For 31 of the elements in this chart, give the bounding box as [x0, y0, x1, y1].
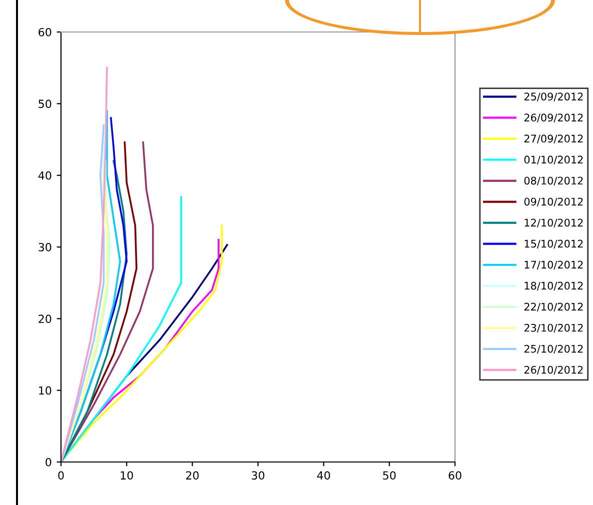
- y-tick-label: 30: [38, 242, 52, 252]
- legend-label: 25/09/2012: [524, 92, 583, 102]
- legend-label: 15/10/2012: [524, 240, 583, 248]
- legend-label: 09/10/2012: [524, 198, 583, 206]
- legend-label: 26/10/2012: [524, 366, 583, 375]
- legend-label: 08/10/2012: [524, 176, 583, 186]
- legend-label: 23/10/2012: [524, 324, 583, 333]
- y-tick-label: 0: [46, 458, 52, 466]
- y-tick-label: 10: [39, 386, 52, 395]
- legend-label: 17/10/2012: [524, 260, 583, 270]
- line-series: [61, 196, 182, 462]
- legend-label: 27/09/2012: [524, 134, 583, 144]
- legend-label: 01/10/2012: [524, 156, 583, 164]
- x-tick-label: 0: [58, 471, 64, 480]
- x-tick-label: 30: [252, 471, 264, 480]
- legend-label: 12/10/2012: [524, 218, 583, 228]
- x-tick-label: 60: [448, 471, 462, 480]
- y-tick-label: 60: [38, 28, 52, 36]
- legend-label: 18/10/2012: [524, 282, 583, 290]
- legend-label: 25/10/2012: [524, 344, 583, 354]
- legend-label: 26/09/2012: [524, 114, 583, 122]
- line-series: [61, 141, 154, 462]
- line-series: [61, 66, 108, 462]
- y-tick-label: 50: [38, 100, 52, 108]
- x-tick-label: 20: [186, 471, 199, 480]
- y-tick-label: 40: [38, 171, 52, 180]
- x-tick-label: 10: [120, 471, 133, 480]
- x-tick-label: 50: [383, 471, 396, 480]
- y-tick-label: 20: [38, 314, 52, 324]
- legend-label: 22/10/2012: [524, 302, 583, 312]
- x-tick-label: 40: [317, 471, 330, 480]
